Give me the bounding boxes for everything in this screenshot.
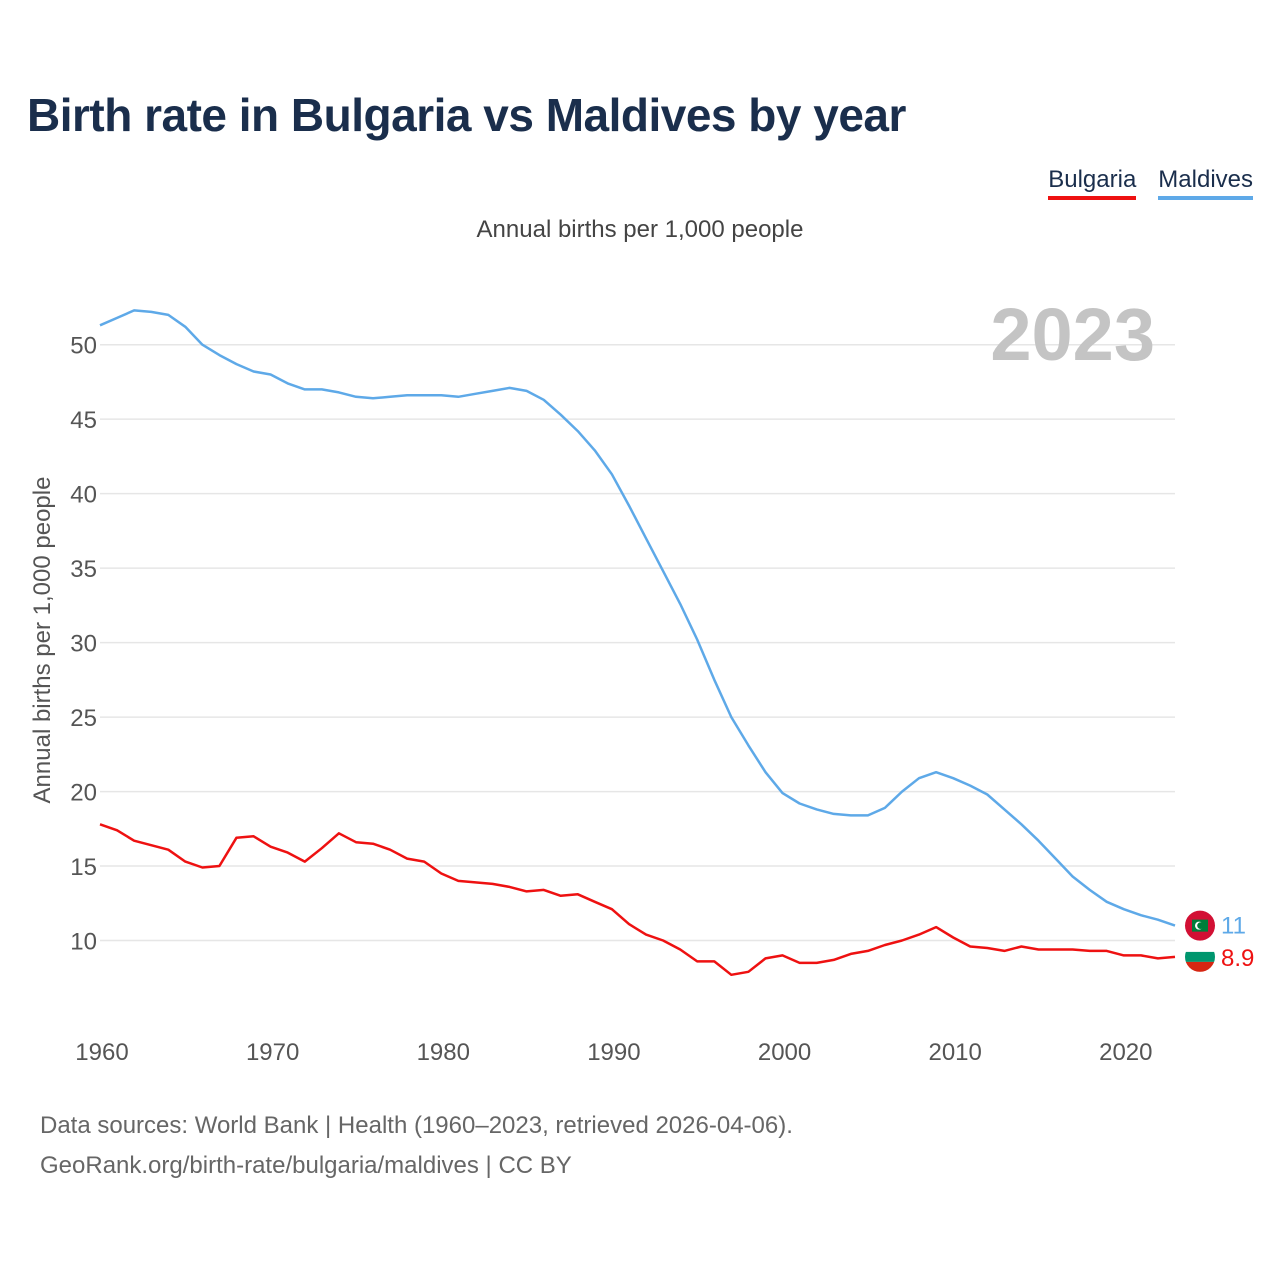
end-markers: 11 8.9 [1185,910,1254,972]
bulgaria-flag-icon [1185,941,1215,972]
x-tick-label: 1970 [246,1039,299,1066]
maldives-flag-icon [1185,910,1215,941]
x-tick-label: 2000 [758,1039,811,1066]
gridlines [100,343,1175,942]
bulgaria-end-label: 8.9 [1221,945,1254,972]
x-tick-label: 2020 [1099,1039,1152,1066]
series-line-maldives[interactable] [99,309,1176,927]
y-tick-label: 40 [70,482,97,509]
series-line-bulgaria[interactable] [99,823,1176,977]
x-tick-label: 2010 [928,1039,981,1066]
footer-sources: Data sources: World Bank | Health (1960–… [40,1112,793,1139]
year-watermark: 2023 [990,293,1155,376]
legend-item-maldives[interactable]: Maldives [1158,166,1253,200]
x-tick-label: 1980 [417,1039,470,1066]
y-tick-label: 10 [70,929,97,956]
footer: Data sources: World Bank | Health (1960–… [40,1106,793,1186]
y-axis-label: Annual births per 1,000 people [29,477,56,804]
y-tick-label: 25 [70,705,97,732]
y-tick-label: 50 [70,333,97,360]
legend: Bulgaria Maldives [1048,166,1253,200]
y-tick-label: 45 [70,407,97,434]
y-tick-label: 30 [70,631,97,658]
chart-title: Birth rate in Bulgaria vs Maldives by ye… [27,89,906,141]
series-lines [99,309,1176,977]
x-axis-ticks: 1960 1970 1980 1990 2000 2010 2020 [75,1039,1152,1066]
chart-subtitle: Annual births per 1,000 people [476,216,804,243]
y-tick-label: 15 [70,854,97,881]
legend-item-bulgaria[interactable]: Bulgaria [1048,166,1137,200]
footer-source-link[interactable]: GeoRank.org/birth-rate/bulgaria/maldives… [40,1152,572,1179]
y-tick-label: 20 [70,780,97,807]
maldives-end-label: 11 [1221,913,1246,940]
y-tick-label: 35 [70,556,97,583]
x-tick-label: 1960 [75,1039,128,1066]
x-tick-label: 1990 [587,1039,640,1066]
y-axis-ticks: 10 15 20 25 30 35 40 45 50 [70,333,97,956]
